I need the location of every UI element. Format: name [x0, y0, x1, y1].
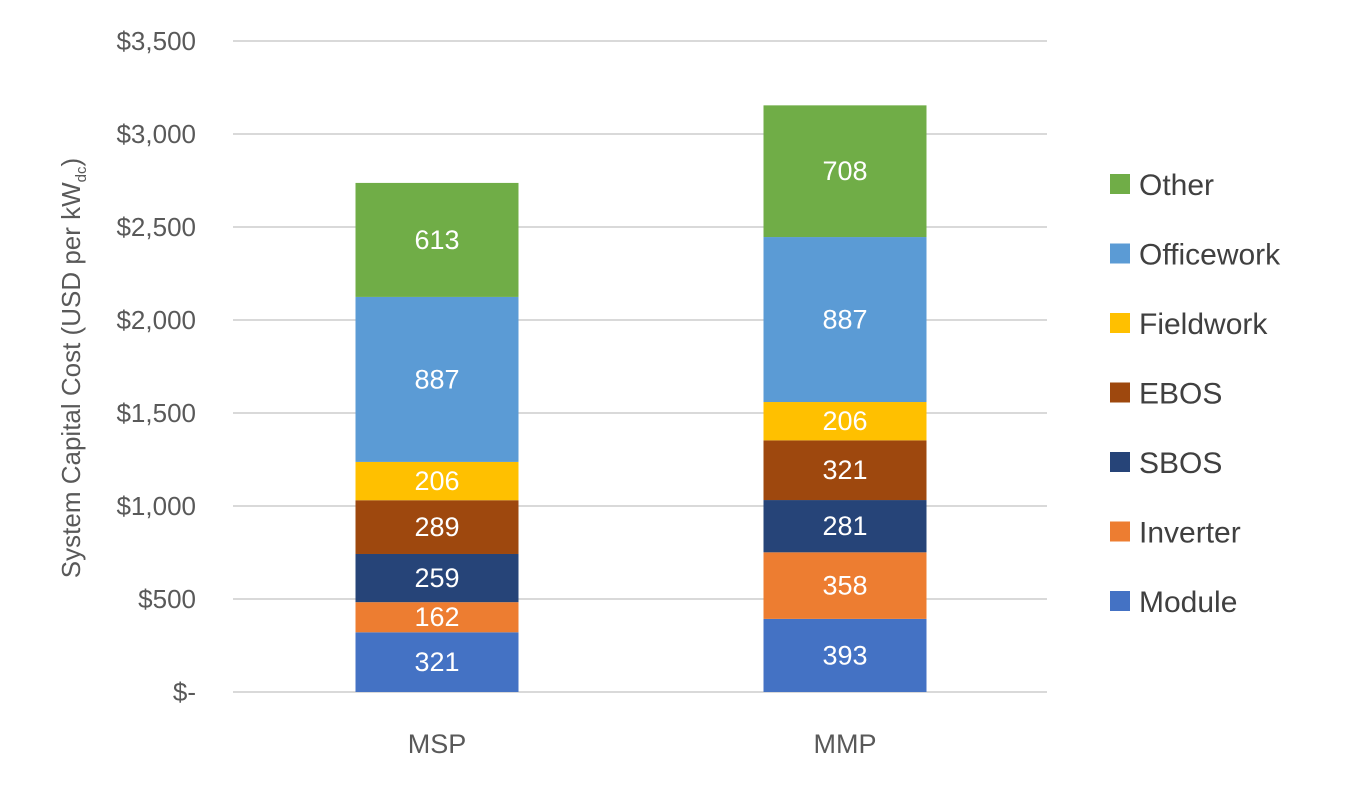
bar-segment-module-mmp — [763, 618, 927, 692]
y-tick-label: $500 — [138, 584, 196, 614]
legend-label-officework: Officework — [1139, 239, 1281, 272]
bar-segment-ebos-msp — [355, 500, 519, 554]
bar-segment-sbos-mmp — [763, 500, 927, 553]
bar-segment-other-msp — [355, 182, 519, 297]
legend-label-sbos: SBOS — [1139, 447, 1222, 480]
data-label: 162 — [414, 602, 459, 632]
legend-label-other: Other — [1139, 169, 1214, 202]
y-axis-title-subscript: dc — [73, 166, 90, 182]
data-label: 321 — [414, 647, 459, 677]
legend-label-ebos: EBOS — [1139, 378, 1222, 411]
legend-label-module: Module — [1139, 586, 1237, 619]
legend-swatch-module — [1110, 591, 1130, 611]
bar-segment-inverter-msp — [355, 602, 519, 633]
data-label: 289 — [414, 512, 459, 542]
legend-swatch-officework — [1110, 243, 1130, 264]
data-label: 887 — [822, 305, 867, 335]
data-label: 259 — [414, 563, 459, 593]
legend-swatch-fieldwork — [1110, 313, 1130, 333]
bar-segment-sbos-msp — [355, 553, 519, 603]
bar-segment-officework-msp — [355, 296, 519, 462]
legend-swatch-inverter — [1110, 521, 1130, 542]
y-tick-label: $2,500 — [116, 212, 196, 242]
legend-label-fieldwork: Fieldwork — [1139, 308, 1268, 341]
data-label: 321 — [822, 455, 867, 485]
data-label: 358 — [822, 571, 867, 601]
y-tick-label: $2,000 — [116, 305, 196, 335]
data-label: 887 — [414, 364, 459, 394]
y-axis-title-suffix: ) — [56, 158, 86, 167]
y-tick-label: $3,000 — [116, 119, 196, 149]
data-label: 206 — [414, 466, 459, 496]
bar-segment-fieldwork-mmp — [763, 402, 927, 441]
bar-segment-ebos-mmp — [763, 440, 927, 501]
y-axis-title-main: System Capital Cost (USD per kW — [56, 182, 86, 578]
data-label: 613 — [414, 225, 459, 255]
bar-segment-officework-mmp — [763, 237, 927, 403]
bar-segment-module-msp — [355, 632, 519, 692]
y-tick-label: $1,000 — [116, 491, 196, 521]
bar-segment-other-mmp — [763, 105, 927, 238]
legend-swatch-sbos — [1110, 452, 1130, 472]
y-tick-label: $1,500 — [116, 398, 196, 428]
legend-swatch-ebos — [1110, 382, 1130, 403]
y-axis-title: System Capital Cost (USD per kWdc) — [56, 158, 90, 578]
y-tick-label: $3,500 — [116, 26, 196, 56]
data-label: 281 — [822, 511, 867, 541]
x-category-label: MMP — [814, 729, 877, 759]
data-label: 708 — [822, 156, 867, 186]
legend-swatch-other — [1110, 174, 1130, 194]
data-label: 393 — [822, 640, 867, 670]
legend-label-inverter: Inverter — [1139, 517, 1241, 550]
legend: Other Officework Fieldwork EBOS SBOS Inverter… — [1110, 169, 1281, 619]
y-axis-ticks: $- $500 $1,000 $1,500 $2,000 $2,500 $3,000 $3,5… — [116, 26, 196, 707]
x-category-label: MSP — [408, 729, 467, 759]
x-axis-categories: MSP MMP — [408, 729, 877, 759]
y-tick-label: $- — [173, 677, 196, 707]
data-label: 206 — [822, 406, 867, 436]
bar-segment-inverter-mmp — [763, 552, 927, 619]
bars: 321 162 259 289 206 887 613 393 358 281 321 206 887 7… — [355, 105, 927, 692]
bar-segment-fieldwork-msp — [355, 461, 519, 501]
